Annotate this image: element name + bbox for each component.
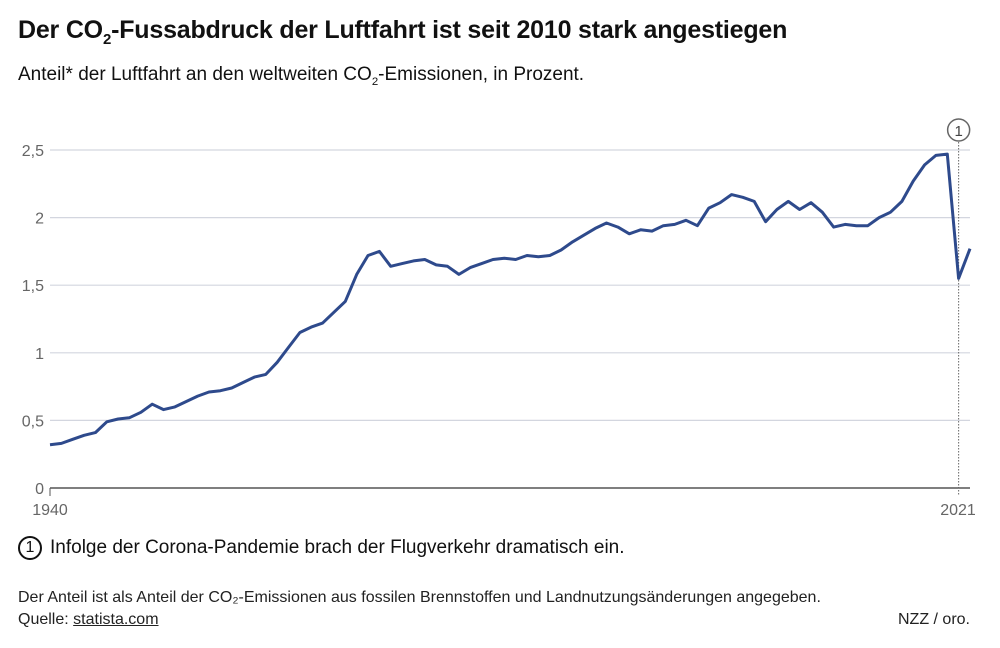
chart-title: Der CO2-Fussabdruck der Luftfahrt ist se… xyxy=(18,16,788,48)
x-tick-label: 1940 xyxy=(32,502,68,519)
y-tick-label: 2 xyxy=(35,211,44,228)
x-tick-label: 2021 xyxy=(940,502,976,519)
source: Quelle: statista.com xyxy=(18,611,159,628)
annotation-text: Infolge der Corona-Pandemie brach der Fl… xyxy=(50,537,625,558)
annotation-marker: 1 xyxy=(18,536,42,560)
source-link[interactable]: statista.com xyxy=(73,611,159,628)
y-tick-label: 2,5 xyxy=(22,143,44,160)
chart-subtitle: Anteil* der Luftfahrt an den weltweiten … xyxy=(18,64,585,88)
annotation-circle-label: 1 xyxy=(954,123,962,140)
y-tick-label: 1 xyxy=(35,346,44,363)
series-line xyxy=(49,152,972,447)
y-tick-label: 0 xyxy=(35,481,44,498)
annotation-note: 1 Infolge der Corona-Pandemie brach der … xyxy=(18,536,625,560)
footnote: Der Anteil ist als Anteil der CO₂-Emissi… xyxy=(18,589,821,606)
credit: NZZ / oro. xyxy=(897,611,970,628)
y-tick-label: 0,5 xyxy=(22,413,44,430)
annotation-circle xyxy=(946,118,971,142)
y-tick-label: 1,5 xyxy=(22,278,44,295)
